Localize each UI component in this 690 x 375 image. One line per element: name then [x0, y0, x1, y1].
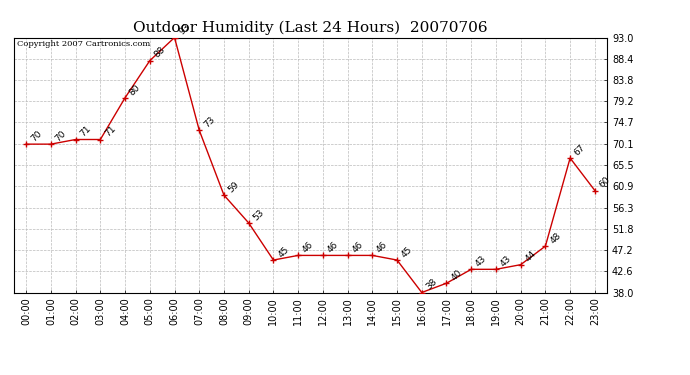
Text: 46: 46: [301, 240, 315, 255]
Text: 46: 46: [375, 240, 389, 255]
Text: 48: 48: [548, 231, 562, 245]
Text: 67: 67: [573, 143, 587, 157]
Text: 38: 38: [424, 277, 439, 292]
Text: 44: 44: [524, 250, 538, 264]
Text: 40: 40: [449, 268, 464, 282]
Text: 43: 43: [499, 254, 513, 268]
Text: 46: 46: [351, 240, 365, 255]
Text: 88: 88: [152, 45, 167, 60]
Text: 45: 45: [400, 245, 414, 259]
Text: 53: 53: [251, 208, 266, 222]
Text: 71: 71: [79, 124, 93, 139]
Text: 70: 70: [29, 129, 43, 143]
Text: 73: 73: [202, 115, 217, 129]
Text: 45: 45: [276, 245, 290, 259]
Text: 59: 59: [227, 180, 242, 194]
Text: 93: 93: [177, 22, 192, 37]
Text: 71: 71: [103, 124, 117, 139]
Text: 70: 70: [54, 129, 68, 143]
Text: 43: 43: [474, 254, 489, 268]
Text: 60: 60: [598, 175, 612, 190]
Text: 46: 46: [326, 240, 340, 255]
Text: 80: 80: [128, 82, 142, 97]
Text: Copyright 2007 Cartronics.com: Copyright 2007 Cartronics.com: [17, 40, 150, 48]
Title: Outdoor Humidity (Last 24 Hours)  20070706: Outdoor Humidity (Last 24 Hours) 2007070…: [133, 21, 488, 35]
